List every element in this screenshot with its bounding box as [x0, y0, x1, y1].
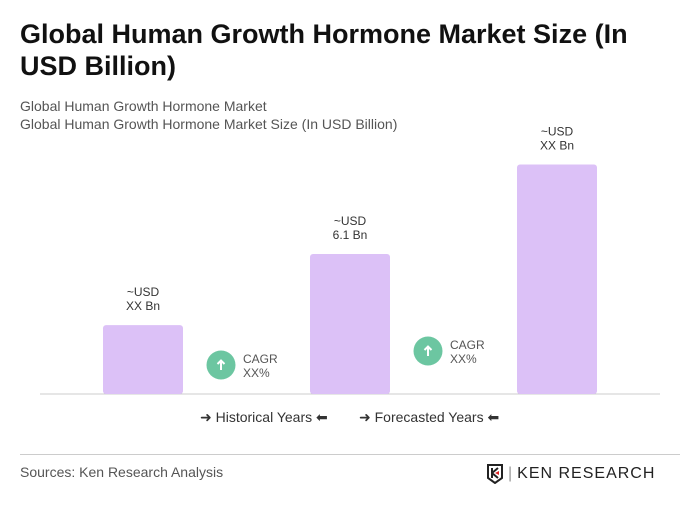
cagr-label: CAGR: [243, 352, 278, 366]
legend-forecasted: ➜ Forecasted Years ⬅: [359, 409, 500, 425]
cagr-label: XX%: [243, 366, 270, 380]
legend-forecasted-label: Forecasted Years: [374, 409, 484, 425]
data-label: 6.1 Bn: [333, 228, 368, 242]
cagr-label: CAGR: [450, 338, 485, 352]
data-label: XX Bn: [540, 138, 574, 152]
ken-research-logo: | KEN RESEARCH: [486, 464, 655, 484]
bar: [103, 325, 183, 394]
logo-text: KEN RESEARCH: [517, 465, 656, 482]
bar: [517, 164, 597, 394]
chart-title: Global Human Growth Hormone Market Size …: [20, 19, 628, 81]
legend-historical: ➜ Historical Years ⬅: [200, 409, 328, 425]
logo-icon: [487, 464, 503, 484]
data-label: ~USD: [541, 124, 574, 138]
sources: Sources: Ken Research Analysis: [20, 464, 224, 480]
data-label: ~USD: [127, 285, 160, 299]
data-label: XX Bn: [126, 299, 160, 313]
data-label: ~USD: [334, 214, 367, 228]
arrow-icon: [216, 359, 226, 370]
bar: [310, 254, 390, 394]
legend-historical-label: Historical Years: [215, 409, 313, 425]
arrow-icon: [423, 345, 433, 356]
chart-subtitle: Global Human Growth Hormone Market: [20, 98, 267, 114]
cagr-label: XX%: [450, 352, 477, 366]
footer-divider: [20, 454, 680, 455]
chart-subtitle-2: Global Human Growth Hormone Market Size …: [20, 116, 398, 132]
